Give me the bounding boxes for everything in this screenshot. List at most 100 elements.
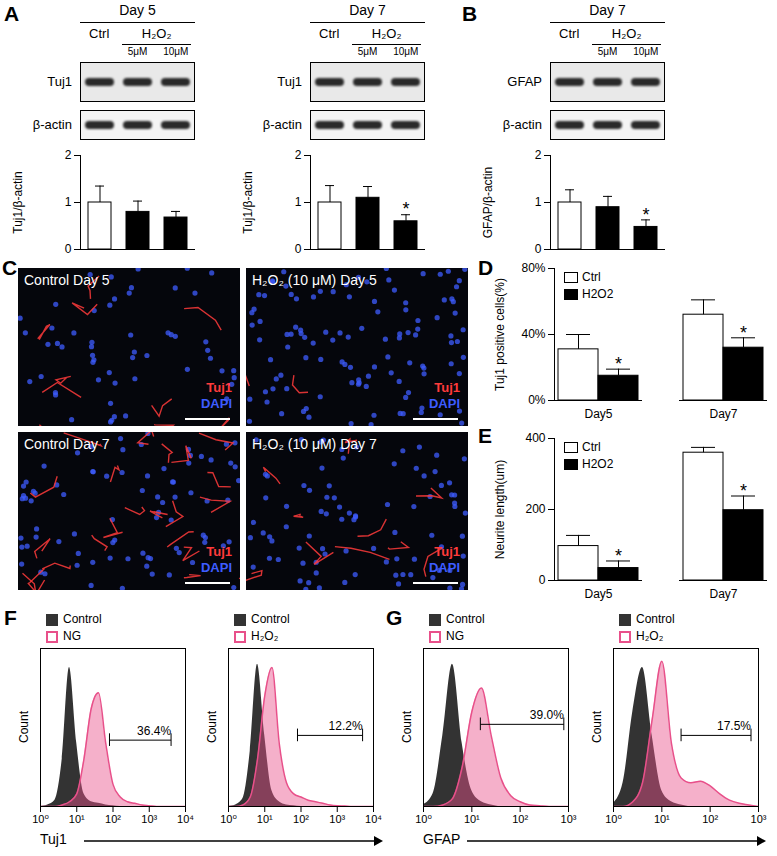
svg-text:Tuj1 positive cells(%): Tuj1 positive cells(%) [493, 278, 507, 391]
svg-text:400: 400 [525, 431, 545, 445]
svg-text:17.5%: 17.5% [717, 719, 751, 733]
html-text:Count: Count [17, 711, 31, 743]
svg-text:*: * [402, 199, 409, 219]
svg-text:Day5: Day5 [584, 587, 612, 601]
html-text:Control Day 7: Control Day 7 [24, 436, 110, 452]
svg-text:10⁰: 10⁰ [32, 813, 49, 825]
svg-text:10³: 10³ [751, 813, 767, 825]
svg-text:0: 0 [539, 573, 546, 587]
svg-text:*: * [615, 354, 622, 374]
html-text:Tuj1: Tuj1 [47, 74, 72, 89]
html-text:DAPI: DAPI [428, 560, 460, 575]
html-text:β-actin: β-actin [502, 117, 542, 132]
svg-text:Day7: Day7 [709, 407, 737, 421]
svg-text:Tuj1/β-actin: Tuj1/β-actin [11, 171, 25, 233]
html-text:H₂O₂: H₂O₂ [251, 629, 279, 643]
html-text:Count: Count [205, 711, 219, 743]
svg-text:10⁰: 10⁰ [415, 813, 432, 825]
svg-text:0: 0 [535, 242, 542, 256]
svg-text:2: 2 [65, 148, 72, 162]
svg-text:10⁰: 10⁰ [220, 813, 237, 825]
svg-text:39.0%: 39.0% [530, 708, 564, 722]
html-text:NG: NG [446, 629, 464, 643]
svg-text:0%: 0% [528, 393, 546, 407]
svg-text:10⁴: 10⁴ [177, 813, 194, 825]
svg-text:*: * [642, 205, 649, 225]
svg-text:10²: 10² [105, 813, 121, 825]
html-text:A: A [4, 2, 20, 25]
svg-text:200: 200 [525, 502, 545, 516]
svg-text:2: 2 [535, 148, 542, 162]
svg-text:10¹: 10¹ [69, 813, 85, 825]
html-text:Ctrl: Ctrl [582, 270, 601, 284]
html-text:H₂O₂: H₂O₂ [141, 26, 172, 41]
svg-text:10¹: 10¹ [257, 813, 273, 825]
svg-text:1: 1 [65, 195, 72, 209]
html-text:Control: Control [446, 612, 485, 626]
svg-text:10¹: 10¹ [464, 813, 480, 825]
svg-text:36.4%: 36.4% [137, 724, 171, 738]
html-text:Control Day 5: Control Day 5 [24, 272, 110, 288]
html-text:B: B [462, 2, 478, 25]
html-text:DAPI: DAPI [428, 396, 460, 411]
svg-text:*: * [740, 323, 747, 343]
html-text:NG: NG [63, 629, 81, 643]
svg-text:10³: 10³ [141, 813, 157, 825]
html-text:Count: Count [400, 711, 414, 743]
svg-text:Day7: Day7 [709, 587, 737, 601]
html-text:Tuj1: Tuj1 [434, 544, 460, 559]
html-text:Tuj1: Tuj1 [206, 544, 232, 559]
svg-text:1: 1 [535, 195, 542, 209]
svg-text:10⁴: 10⁴ [365, 813, 382, 825]
svg-text:Day5: Day5 [584, 407, 612, 421]
html-text:Day 5: Day 5 [119, 2, 156, 18]
svg-text:10²: 10² [702, 813, 718, 825]
html-text:β-actin: β-actin [32, 117, 72, 132]
html-text:Control: Control [63, 612, 102, 626]
html-text:DAPI: DAPI [200, 396, 232, 411]
html-text:DAPI: DAPI [200, 560, 232, 575]
html-text:Ctrl: Ctrl [582, 440, 601, 454]
svg-text:GFAP/β-actin: GFAP/β-actin [481, 167, 495, 239]
html-text:H₂O₂ (10 μM) Day 7: H₂O₂ (10 μM) Day 7 [252, 436, 377, 452]
html-text:Ctrl: Ctrl [89, 26, 110, 41]
html-text:Tuj1: Tuj1 [206, 380, 232, 395]
svg-text:40%: 40% [521, 327, 545, 341]
html-text:H2O2: H2O2 [582, 457, 614, 471]
html-text:Control: Control [251, 612, 290, 626]
html-text:Day 7: Day 7 [589, 2, 626, 18]
html-text:Tuj1: Tuj1 [434, 380, 460, 395]
html-text:D: D [478, 256, 494, 279]
html-text:H₂O₂ (10 μM) Day 5: H₂O₂ (10 μM) Day 5 [252, 272, 377, 288]
html-text:GFAP: GFAP [507, 74, 542, 89]
svg-text:10²: 10² [293, 813, 309, 825]
svg-text:10³: 10³ [561, 813, 577, 825]
svg-text:*: * [740, 481, 747, 501]
svg-text:10¹: 10¹ [654, 813, 670, 825]
html-text:Tuj1: Tuj1 [277, 74, 302, 89]
html-text:H₂O₂: H₂O₂ [371, 26, 402, 41]
html-text:C: C [2, 256, 18, 279]
html-text:Ctrl: Ctrl [559, 26, 580, 41]
svg-text:Neurite length(um): Neurite length(um) [493, 460, 507, 559]
svg-text:12.2%: 12.2% [329, 719, 363, 733]
svg-text:10³: 10³ [329, 813, 345, 825]
html-text:E: E [478, 424, 492, 447]
html-text:G: G [386, 606, 403, 629]
html-text:H₂O₂: H₂O₂ [611, 26, 642, 41]
svg-text:10²: 10² [512, 813, 528, 825]
svg-text:0: 0 [65, 242, 72, 256]
html-text:GFAP: GFAP [423, 831, 461, 847]
html-text:H2O2: H2O2 [582, 287, 614, 301]
svg-text:*: * [615, 546, 622, 566]
svg-text:2: 2 [295, 148, 302, 162]
svg-text:0: 0 [295, 242, 302, 256]
svg-text:1: 1 [295, 195, 302, 209]
svg-text:Tuj1/β-actin: Tuj1/β-actin [241, 171, 255, 233]
svg-text:10⁰: 10⁰ [605, 813, 622, 825]
html-text:Ctrl: Ctrl [319, 26, 340, 41]
html-text:Day 7: Day 7 [349, 2, 386, 18]
html-text:β-actin: β-actin [262, 117, 302, 132]
html-text:Tuj1: Tuj1 [40, 831, 67, 847]
svg-text:80%: 80% [521, 261, 545, 275]
